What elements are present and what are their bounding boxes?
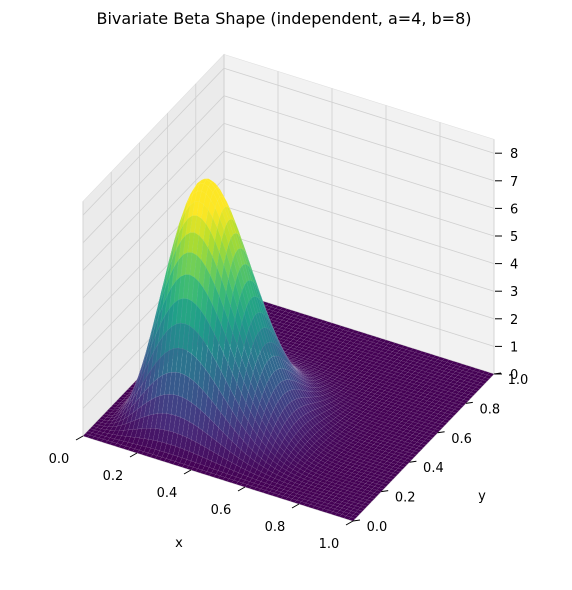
y-tick-label: 0.4 [423, 461, 444, 476]
x-tick-label: 0.8 [265, 520, 286, 535]
wall-grid-z [223, 67, 495, 154]
wall-grid-z [82, 67, 225, 216]
z-tick-label: 7 [510, 175, 518, 190]
wall-grid-z [223, 178, 495, 264]
y-axis-label: y [478, 489, 486, 504]
y-tick-label: 0.2 [395, 491, 416, 506]
z-tick-label: 4 [510, 258, 518, 273]
z-tick-label: 0 [510, 368, 518, 383]
z-tick-label: 2 [510, 313, 518, 328]
wall-grid-z [82, 150, 225, 299]
y-tick-label: 0.0 [367, 520, 388, 535]
x-tick-mark [345, 520, 354, 526]
wall-grid-z [82, 123, 225, 271]
x-tick-label: 1.0 [319, 537, 340, 552]
surface-plot [82, 178, 495, 522]
x-tick-mark [129, 452, 138, 458]
x-tick-label: 0.0 [49, 452, 70, 467]
x-axis-label: x [175, 536, 183, 551]
z-tick-label: 3 [510, 285, 518, 300]
wall-grid-z [223, 123, 495, 209]
wall-grid-z [223, 150, 495, 237]
x-tick-label: 0.2 [103, 469, 124, 484]
x-tick-mark [237, 486, 246, 492]
wall-grid-z [82, 95, 225, 244]
z-tick-label: 1 [510, 340, 518, 355]
z-tick-label: 6 [510, 202, 518, 217]
x-tick-label: 0.6 [211, 503, 232, 518]
wall-grid-z [223, 205, 495, 292]
z-tick-label: 5 [510, 230, 518, 245]
wall-grid-z [223, 233, 495, 320]
wall-grid-z [223, 261, 495, 347]
chart-title: Bivariate Beta Shape (independent, a=4, … [97, 9, 472, 28]
y-tick-label: 0.8 [479, 402, 500, 417]
z-tick-label: 8 [510, 147, 518, 162]
x-tick-label: 0.4 [157, 486, 178, 501]
x-tick-mark [75, 435, 84, 441]
x-tick-mark [183, 469, 192, 475]
y-tick-label: 0.6 [451, 432, 472, 447]
wall-grid-z [223, 95, 495, 182]
x-tick-mark [291, 503, 300, 509]
